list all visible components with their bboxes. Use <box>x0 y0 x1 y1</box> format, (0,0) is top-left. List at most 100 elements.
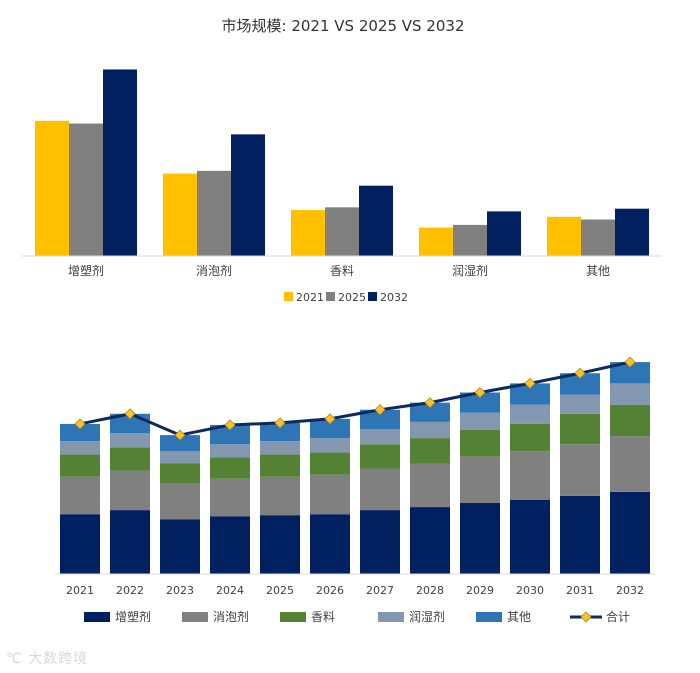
legend-swatch-2025 <box>326 292 335 301</box>
segment-润湿剂-2023 <box>160 451 200 464</box>
x-tick-label: 增塑剂 <box>68 263 104 278</box>
bottom-chart-bars <box>60 362 650 574</box>
legend-label: 合计 <box>606 609 630 624</box>
legend-swatch-消泡剂 <box>182 612 208 622</box>
total-marker-2032 <box>624 356 636 368</box>
segment-香料-2026 <box>310 452 350 475</box>
segment-消泡剂-2027 <box>360 468 400 511</box>
legend-label: 增塑剂 <box>115 609 151 624</box>
x-tick-label: 2025 <box>266 584 294 597</box>
x-tick-label: 2023 <box>166 584 194 597</box>
segment-增塑剂-2023 <box>160 519 200 574</box>
x-tick-label: 消泡剂 <box>196 263 232 278</box>
segment-香料-2023 <box>160 463 200 484</box>
segment-香料-2024 <box>210 457 250 479</box>
legend-line-marker <box>580 611 592 623</box>
total-marker-2022 <box>124 408 136 420</box>
total-marker-2031 <box>574 367 586 379</box>
total-marker-2025 <box>274 417 286 429</box>
segment-消泡剂-2029 <box>460 456 500 504</box>
legend-swatch-2021 <box>284 292 293 301</box>
segment-消泡剂-2021 <box>60 476 100 515</box>
segment-香料-2031 <box>560 413 600 445</box>
x-tick-label: 2026 <box>316 584 344 597</box>
bar-2025-3 <box>453 224 487 256</box>
segment-消泡剂-2025 <box>260 476 300 516</box>
segment-消泡剂-2026 <box>310 474 350 515</box>
segment-润湿剂-2025 <box>260 441 300 455</box>
segment-其他-2025 <box>260 422 300 442</box>
segment-润湿剂-2029 <box>460 412 500 431</box>
segment-消泡剂-2022 <box>110 470 150 511</box>
segment-增塑剂-2032 <box>610 491 650 574</box>
segment-其他-2026 <box>310 418 350 439</box>
x-tick-label: 香料 <box>330 264 354 278</box>
top-chart-legend: 2021 2025 2032 <box>284 291 408 304</box>
bar-2032-2 <box>359 185 393 256</box>
x-tick-label: 2022 <box>116 584 144 597</box>
segment-增塑剂-2027 <box>360 510 400 574</box>
bottom-chart-axis: 2021 2022 2023 2024 2025 2026 2027 2028 2029 2030… <box>55 573 655 597</box>
segment-增塑剂-2028 <box>410 507 450 574</box>
segment-润湿剂-2024 <box>210 444 250 458</box>
top-chart-bars <box>35 69 649 257</box>
x-tick-label: 其他 <box>586 264 610 278</box>
legend-swatch-香料 <box>280 612 306 622</box>
segment-消泡剂-2028 <box>410 463 450 508</box>
bar-2021-4 <box>547 216 581 256</box>
watermark-logo: ℃ 大数跨境 <box>6 648 88 668</box>
bar-2021-3 <box>419 227 453 256</box>
segment-消泡剂-2024 <box>210 478 250 517</box>
segment-香料-2022 <box>110 447 150 471</box>
segment-其他-2030 <box>510 383 550 405</box>
legend-label: 2021 <box>296 291 324 304</box>
legend-swatch-其他 <box>476 612 502 622</box>
x-tick-label: 2027 <box>366 584 394 597</box>
bar-2021-0 <box>35 120 69 257</box>
segment-润湿剂-2028 <box>410 421 450 439</box>
segment-香料-2021 <box>60 454 100 477</box>
segment-增塑剂-2025 <box>260 515 300 574</box>
segment-其他-2032 <box>610 362 650 384</box>
watermark-icon: ℃ <box>6 651 23 667</box>
segment-其他-2028 <box>410 402 450 422</box>
segment-香料-2029 <box>460 430 500 457</box>
total-marker-2021 <box>74 418 86 430</box>
x-tick-label: 润湿剂 <box>452 263 488 278</box>
segment-香料-2032 <box>610 404 650 437</box>
bottom-chart-legend: 增塑剂 消泡剂 香料 润湿剂 其他 合计 <box>84 609 630 624</box>
segment-其他-2021 <box>60 423 100 442</box>
segment-增塑剂-2031 <box>560 495 600 574</box>
segment-其他-2023 <box>160 435 200 452</box>
bar-2025-0 <box>69 123 103 256</box>
segment-消泡剂-2031 <box>560 444 600 496</box>
segment-香料-2025 <box>260 454 300 477</box>
total-marker-2028 <box>424 397 436 409</box>
bar-2021-2 <box>291 210 325 256</box>
watermark-text: 大数跨境 <box>28 651 89 667</box>
total-line-path <box>79 360 631 437</box>
segment-润湿剂-2021 <box>60 441 100 455</box>
segment-其他-2024 <box>210 424 250 445</box>
segment-增塑剂-2022 <box>110 510 150 574</box>
x-tick-label: 2024 <box>216 584 244 597</box>
segment-润湿剂-2026 <box>310 438 350 453</box>
total-line <box>74 356 636 441</box>
bar-2021-1 <box>163 173 197 256</box>
total-marker-2027 <box>374 404 386 416</box>
segment-润湿剂-2030 <box>510 404 550 424</box>
bar-2032-4 <box>615 208 649 256</box>
legend-swatch-增塑剂 <box>84 612 110 622</box>
bar-2025-1 <box>197 170 231 256</box>
segment-润湿剂-2022 <box>110 433 150 448</box>
total-marker-2026 <box>324 413 336 425</box>
legend-swatch-润湿剂 <box>378 612 404 622</box>
segment-其他-2031 <box>560 373 600 395</box>
x-tick-label: 2032 <box>616 584 644 597</box>
x-tick-label: 2030 <box>516 584 544 597</box>
segment-润湿剂-2027 <box>360 429 400 445</box>
segment-润湿剂-2032 <box>610 383 650 405</box>
segment-消泡剂-2032 <box>610 436 650 492</box>
bar-2032-0 <box>103 69 137 256</box>
